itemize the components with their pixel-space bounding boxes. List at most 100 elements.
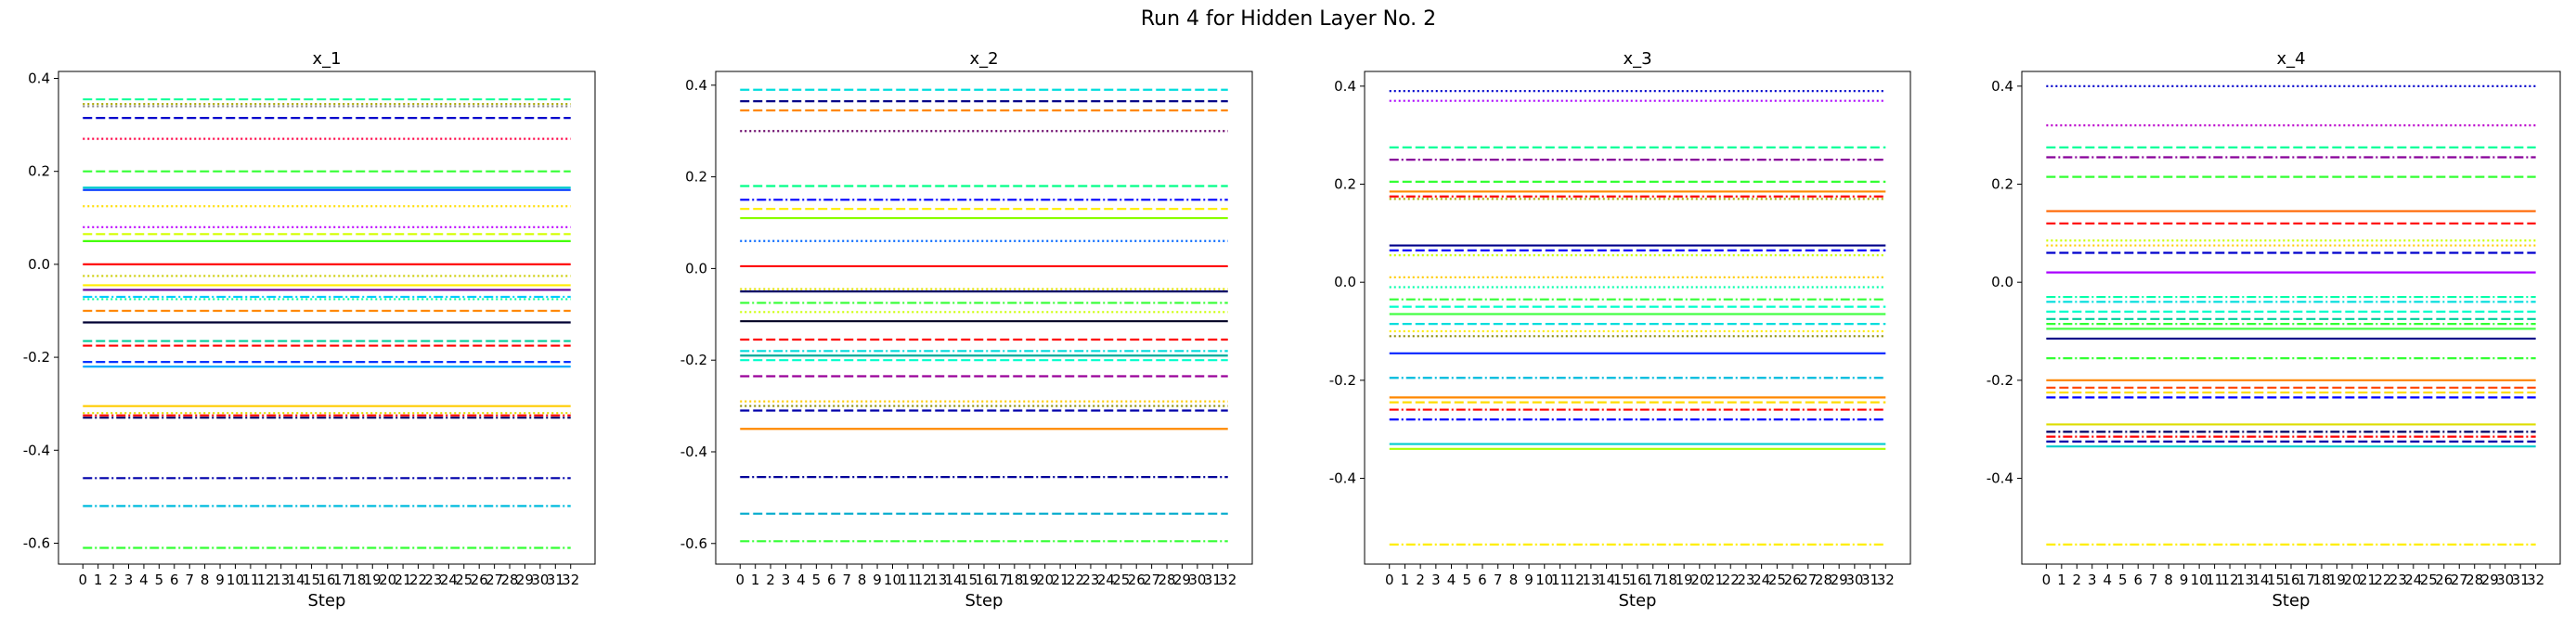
x-tick-label: 17 bbox=[1644, 572, 1662, 588]
x-tick-label: 2 bbox=[2073, 572, 2082, 588]
x-tick-label: 1 bbox=[94, 572, 103, 588]
subplot-4: 0 1 2 3 4 5 6 7 8 9 101112131415161718192021222324… bbox=[1987, 49, 2561, 611]
x-tick-label: 8 bbox=[1509, 572, 1519, 588]
x-tick-label: 28 bbox=[2466, 572, 2483, 588]
x-tick-label: 31 bbox=[547, 572, 564, 588]
x-tick-label: 25 bbox=[2420, 572, 2438, 588]
x-tick-label: 12 bbox=[1567, 572, 1585, 588]
y-tick-label: -0.2 bbox=[1987, 372, 2013, 389]
y-tick-label: -0.6 bbox=[680, 535, 707, 552]
x-tick-label: 26 bbox=[2435, 572, 2453, 588]
x-tick-label: 8 bbox=[201, 572, 210, 588]
y-tick-label: 0.0 bbox=[1334, 274, 1356, 290]
y-tick-label: -0.2 bbox=[23, 349, 50, 366]
x-tick-label: 7 bbox=[2149, 572, 2158, 588]
x-tick-label: 22 bbox=[1722, 572, 1740, 588]
x-tick-label: 26 bbox=[471, 572, 488, 588]
x-tick-label: 23 bbox=[1081, 572, 1099, 588]
x-tick-label: 0 bbox=[2042, 572, 2052, 588]
subplot-title: x_2 bbox=[969, 49, 998, 69]
x-tick-label: 15 bbox=[2267, 572, 2285, 588]
x-tick-label: 4 bbox=[139, 572, 149, 588]
y-tick-label: -0.4 bbox=[1329, 470, 1356, 487]
x-tick-label: 11 bbox=[2206, 572, 2223, 588]
x-tick-label: 10 bbox=[2191, 572, 2208, 588]
x-tick-label: 15 bbox=[303, 572, 320, 588]
x-tick-label: 20 bbox=[2343, 572, 2361, 588]
x-tick-label: 13 bbox=[2236, 572, 2254, 588]
x-tick-label: 23 bbox=[2389, 572, 2407, 588]
x-axis-label: Step bbox=[1619, 591, 1657, 611]
y-tick-label: 0.0 bbox=[1991, 274, 2013, 290]
x-tick-label: 1 bbox=[751, 572, 760, 588]
x-tick-label: 10 bbox=[884, 572, 901, 588]
x-tick-label: 16 bbox=[975, 572, 992, 588]
y-tick-label: 0.4 bbox=[1334, 78, 1356, 95]
x-tick-label: 4 bbox=[1447, 572, 1456, 588]
x-tick-label: 11 bbox=[1551, 572, 1569, 588]
x-tick-label: 16 bbox=[1628, 572, 1646, 588]
x-tick-label: 12 bbox=[257, 572, 275, 588]
y-tick-label: 0.4 bbox=[685, 77, 707, 94]
x-tick-label: 24 bbox=[1097, 572, 1115, 588]
x-tick-label: 0 bbox=[78, 572, 87, 588]
subplot-title: x_1 bbox=[312, 49, 341, 69]
x-tick-label: 21 bbox=[1706, 572, 1724, 588]
x-tick-label: 8 bbox=[2164, 572, 2173, 588]
x-tick-label: 21 bbox=[1052, 572, 1069, 588]
x-tick-label: 3 bbox=[2088, 572, 2097, 588]
x-tick-label: 27 bbox=[1799, 572, 1817, 588]
y-tick-label: 0.4 bbox=[28, 71, 50, 87]
x-tick-label: 20 bbox=[1036, 572, 1054, 588]
x-axis-label: Step bbox=[308, 591, 346, 611]
y-tick-label: 0.2 bbox=[1334, 176, 1356, 193]
y-tick-label: 0.2 bbox=[1991, 176, 2013, 193]
x-tick-label: 23 bbox=[424, 572, 442, 588]
x-tick-label: 21 bbox=[395, 572, 412, 588]
y-tick-label: -0.2 bbox=[680, 352, 707, 368]
x-tick-label: 18 bbox=[1005, 572, 1023, 588]
x-tick-label: 5 bbox=[812, 572, 822, 588]
x-tick-label: 11 bbox=[899, 572, 916, 588]
x-tick-label: 11 bbox=[241, 572, 259, 588]
subplot-3: 0 1 2 3 4 5 6 7 8 9 101112131415161718192021222324… bbox=[1329, 49, 1911, 611]
x-tick-label: 27 bbox=[2451, 572, 2468, 588]
x-tick-label: 31 bbox=[1861, 572, 1879, 588]
x-tick-label: 6 bbox=[1478, 572, 1487, 588]
x-tick-label: 9 bbox=[2180, 572, 2189, 588]
x-tick-label: 6 bbox=[2133, 572, 2142, 588]
x-tick-label: 7 bbox=[1494, 572, 1503, 588]
x-tick-label: 30 bbox=[1845, 572, 1863, 588]
x-axis-label: Step bbox=[2272, 591, 2311, 611]
x-tick-label: 22 bbox=[2374, 572, 2391, 588]
x-tick-label: 9 bbox=[873, 572, 882, 588]
y-tick-label: 0.2 bbox=[685, 169, 707, 186]
x-tick-label: 27 bbox=[1143, 572, 1160, 588]
x-tick-label: 19 bbox=[364, 572, 382, 588]
y-tick-label: -0.2 bbox=[1329, 372, 1356, 389]
x-tick-label: 13 bbox=[929, 572, 947, 588]
subplots: 0 1 2 3 4 5 6 7 8 9 101112131415161718192021222324… bbox=[23, 49, 2561, 611]
x-tick-label: 0 bbox=[735, 572, 744, 588]
x-tick-label: 28 bbox=[500, 572, 518, 588]
y-tick-label: 0.4 bbox=[1991, 78, 2013, 95]
x-tick-label: 17 bbox=[2298, 572, 2315, 588]
y-tick-label: -0.6 bbox=[23, 534, 50, 551]
x-tick-label: 29 bbox=[2481, 572, 2499, 588]
x-tick-label: 23 bbox=[1737, 572, 1754, 588]
x-tick-label: 14 bbox=[2251, 572, 2269, 588]
x-tick-label: 31 bbox=[2512, 572, 2530, 588]
y-tick-label: 0.0 bbox=[28, 256, 50, 273]
x-tick-label: 16 bbox=[317, 572, 335, 588]
x-tick-label: 1 bbox=[1401, 572, 1410, 588]
x-tick-label: 17 bbox=[333, 572, 351, 588]
x-tick-label: 7 bbox=[185, 572, 194, 588]
x-tick-label: 13 bbox=[1582, 572, 1599, 588]
x-tick-label: 3 bbox=[124, 572, 134, 588]
x-tick-label: 5 bbox=[1462, 572, 1471, 588]
x-tick-label: 13 bbox=[272, 572, 290, 588]
figure-title: Run 4 for Hidden Layer No. 2 bbox=[1141, 7, 1436, 31]
x-tick-label: 6 bbox=[170, 572, 179, 588]
x-tick-label: 14 bbox=[1598, 572, 1615, 588]
